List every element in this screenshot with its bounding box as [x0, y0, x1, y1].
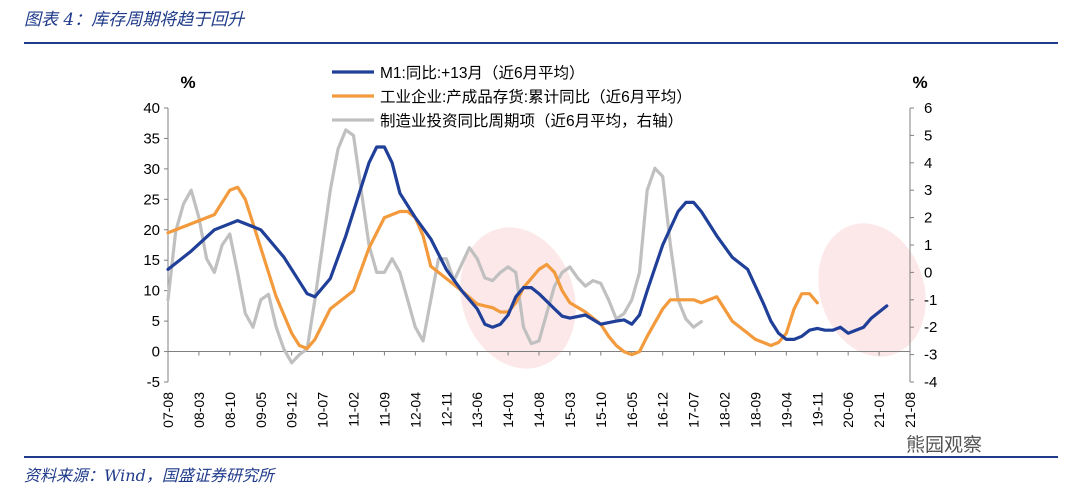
highlight-ellipse	[818, 223, 926, 357]
source-note: 资料来源：Wind，国盛证券研究所	[24, 466, 274, 485]
x-tick-label: 08-10	[222, 392, 238, 428]
x-tick-label: 19-11	[809, 392, 825, 427]
chart-axes: -5 0 5 10 15 20 25 30 35 40 -4 -3 -2 -1 0 1 2 3 4 5 6% % 07-08…	[143, 73, 937, 428]
y-tick-label-left: 35	[143, 130, 160, 147]
x-tick-label: 09-05	[253, 392, 269, 428]
x-tick-label: 10-07	[315, 392, 331, 428]
x-tick-label: 19-04	[778, 392, 794, 428]
y-tick-label-right: 0	[924, 264, 932, 281]
x-tick-label: 12-04	[407, 392, 423, 428]
footer-rule	[24, 456, 1058, 458]
x-tick-label: 11-09	[376, 392, 392, 427]
series-line-inventory	[166, 185, 819, 357]
y-tick-label-right: -4	[924, 374, 937, 391]
y-tick-label-left: 40	[143, 100, 160, 117]
header-rule	[24, 42, 1058, 44]
x-tick-label: 14-01	[500, 392, 516, 428]
chart-legend: M1:同比:+13月（近6月平均） 工业企业:产成品存货:累计同比（近6月平均） 制…	[332, 64, 692, 130]
y-tick-label-left: -5	[147, 374, 160, 391]
y-tick-label-right: -3	[924, 347, 937, 364]
x-tick-label: 08-03	[191, 392, 207, 428]
x-tick-label: 16-05	[624, 392, 640, 428]
y-tick-label-right: 4	[924, 155, 932, 172]
series-line-m1	[166, 145, 889, 341]
y-tick-label-right: 5	[924, 127, 932, 144]
watermark-logo: 熊园观察	[906, 434, 983, 456]
y-tick-label-left: 0	[152, 344, 160, 361]
x-tick-label: 15-03	[562, 392, 578, 428]
x-tick-label: 11-02	[346, 392, 362, 427]
x-tick-label: 17-07	[686, 392, 702, 428]
x-tick-label: 21-01	[871, 392, 887, 428]
y-tick-label-left: 30	[143, 161, 160, 178]
figure-title: 图表 4：库存周期将趋于回升	[24, 10, 245, 30]
legend-label: 工业企业:产成品存货:累计同比（近6月平均）	[380, 88, 692, 106]
y-tick-label-right: -1	[924, 292, 937, 309]
y-tick-label-right: 3	[924, 182, 932, 199]
x-tick-label: 14-08	[531, 392, 547, 428]
y-axis-unit-left: %	[180, 73, 195, 92]
y-tick-label-right: 6	[924, 100, 932, 117]
x-tick-label: 09-12	[284, 392, 300, 428]
x-tick-label: 13-06	[469, 392, 485, 428]
x-tick-label: 15-10	[593, 392, 609, 428]
y-axis-unit-right: %	[912, 73, 927, 92]
x-tick-label: 21-08	[902, 392, 918, 428]
x-tick-label: 18-02	[717, 392, 733, 428]
x-tick-label: 12-11	[438, 392, 454, 427]
legend-label: M1:同比:+13月（近6月平均）	[380, 64, 585, 82]
x-tick-label: 18-09	[747, 392, 763, 428]
y-tick-label-left: 10	[143, 283, 160, 300]
series-line-investment	[166, 128, 703, 365]
legend-label: 制造业投资同比周期项（近6月平均，右轴）	[380, 112, 683, 130]
x-tick-label: 16-12	[655, 392, 671, 428]
y-tick-label-left: 15	[143, 252, 160, 269]
x-tick-label: 07-08	[160, 392, 176, 428]
y-tick-label-right: 1	[924, 237, 932, 254]
y-tick-label-right: -2	[924, 319, 937, 336]
y-tick-label-left: 25	[143, 191, 160, 208]
x-tick-label: 20-06	[840, 392, 856, 428]
y-tick-label-left: 5	[152, 313, 160, 330]
y-tick-label-left: 20	[143, 222, 160, 239]
chart-series	[166, 128, 889, 365]
y-tick-label-right: 2	[924, 210, 932, 227]
